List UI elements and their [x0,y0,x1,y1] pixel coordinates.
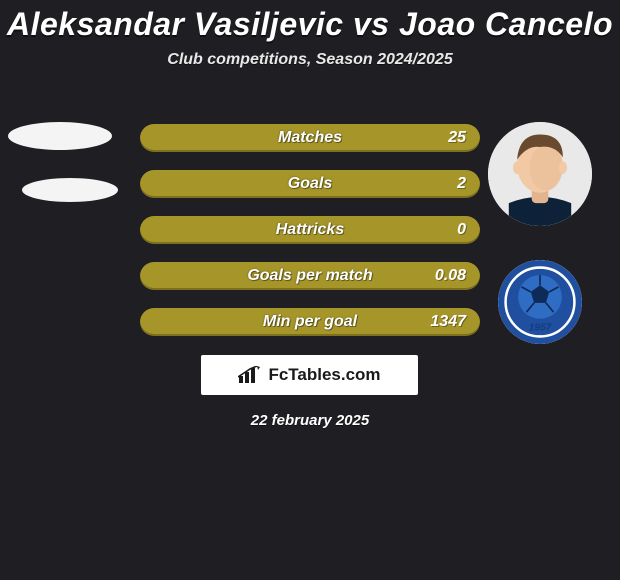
stat-bar: Goals per match0.08 [140,262,480,290]
source-logo: FcTables.com [201,355,418,395]
stat-bar-value: 0.08 [435,262,466,290]
stat-bar: Matches25 [140,124,480,152]
stat-bar-value: 2 [457,170,466,198]
stat-bar-label: Hattricks [140,216,480,244]
stat-bar: Min per goal1347 [140,308,480,336]
stat-bar: Hattricks0 [140,216,480,244]
stat-bar: Goals2 [140,170,480,198]
right-player-avatar [488,122,592,226]
barchart-icon [238,366,260,384]
stat-bar-value: 1347 [430,308,466,336]
comparison-infographic: Aleksandar Vasiljevic vs Joao Cancelo Cl… [0,0,620,580]
date-label: 22 february 2025 [0,412,620,429]
stat-bar-value: 25 [448,124,466,152]
stat-bar-label: Goals [140,170,480,198]
stat-bar-label: Goals per match [140,262,480,290]
svg-text:1957: 1957 [529,323,552,334]
stat-bar-value: 0 [457,216,466,244]
stat-bar-label: Min per goal [140,308,480,336]
avatar-icon [488,122,592,226]
left-club-placeholder [22,178,118,202]
page-title: Aleksandar Vasiljevic vs Joao Cancelo [0,0,620,43]
crest-icon: 1957 [498,260,582,344]
left-player-placeholder [8,122,112,150]
stat-bars: Matches25 Goals2 Hattricks0 Goals per match… [140,124,480,354]
source-logo-text: FcTables.com [268,365,380,385]
subtitle: Club competitions, Season 2024/2025 [0,51,620,69]
stat-bar-label: Matches [140,124,480,152]
right-club-crest: 1957 [498,260,582,344]
